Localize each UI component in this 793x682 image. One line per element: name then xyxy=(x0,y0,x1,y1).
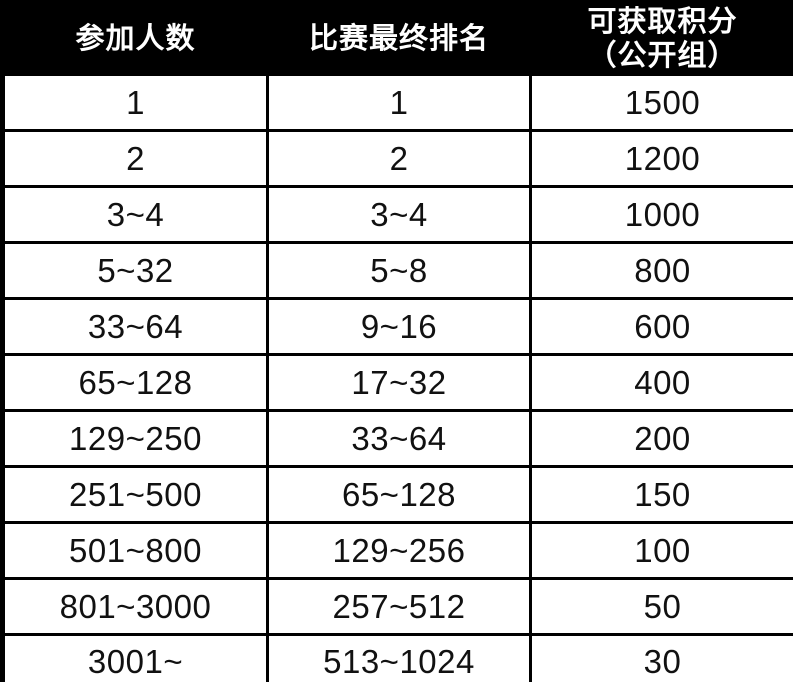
table-cell: 50 xyxy=(529,577,793,637)
table-cell: 3001~ xyxy=(1,633,269,682)
table-body: 1 1 1500 2 2 1200 3~4 3~4 1000 5~32 5~8 800 33~64 9~1… xyxy=(1,73,793,682)
table-cell: 5~8 xyxy=(266,241,532,301)
table-row: 33~64 9~16 600 xyxy=(1,297,793,357)
table-row: 5~32 5~8 800 xyxy=(1,241,793,301)
table-cell: 257~512 xyxy=(266,577,532,637)
table-cell: 800 xyxy=(529,241,793,301)
table-row: 801~3000 257~512 50 xyxy=(1,577,793,637)
table-row: 129~250 33~64 200 xyxy=(1,409,793,469)
table-cell: 33~64 xyxy=(1,297,269,357)
table-cell: 400 xyxy=(529,353,793,413)
column-header: 可获取积分 （公开组） xyxy=(529,0,793,77)
table-cell: 17~32 xyxy=(266,353,532,413)
table-row: 3001~ 513~1024 30 xyxy=(1,633,793,682)
table-cell: 251~500 xyxy=(1,465,269,525)
table-cell: 129~250 xyxy=(1,409,269,469)
table-cell: 1000 xyxy=(529,185,793,245)
table-cell: 1500 xyxy=(529,73,793,133)
table-cell: 2 xyxy=(1,129,269,189)
table-cell: 150 xyxy=(529,465,793,525)
table-cell: 200 xyxy=(529,409,793,469)
table-cell: 9~16 xyxy=(266,297,532,357)
table-cell: 3~4 xyxy=(266,185,532,245)
table-row: 251~500 65~128 150 xyxy=(1,465,793,525)
table-cell: 1 xyxy=(266,73,532,133)
table-cell: 129~256 xyxy=(266,521,532,581)
table-cell: 65~128 xyxy=(1,353,269,413)
table-row: 65~128 17~32 400 xyxy=(1,353,793,413)
table-row: 3~4 3~4 1000 xyxy=(1,185,793,245)
column-header: 参加人数 xyxy=(1,0,269,77)
table-cell: 1 xyxy=(1,73,269,133)
table-cell: 1200 xyxy=(529,129,793,189)
table-cell: 600 xyxy=(529,297,793,357)
table-row: 2 2 1200 xyxy=(1,129,793,189)
table-cell: 65~128 xyxy=(266,465,532,525)
table-row: 1 1 1500 xyxy=(1,73,793,133)
table-cell: 501~800 xyxy=(1,521,269,581)
table-cell: 5~32 xyxy=(1,241,269,301)
table-cell: 33~64 xyxy=(266,409,532,469)
table-cell: 100 xyxy=(529,521,793,581)
column-header: 比赛最终排名 xyxy=(266,0,532,77)
table-cell: 513~1024 xyxy=(266,633,532,682)
table-header: 参加人数 比赛最终排名 可获取积分 （公开组） xyxy=(1,0,793,77)
table-row: 501~800 129~256 100 xyxy=(1,521,793,581)
table-cell: 3~4 xyxy=(1,185,269,245)
header-row: 参加人数 比赛最终排名 可获取积分 （公开组） xyxy=(1,0,793,77)
table-cell: 30 xyxy=(529,633,793,682)
table-cell: 2 xyxy=(266,129,532,189)
table-cell: 801~3000 xyxy=(1,577,269,637)
